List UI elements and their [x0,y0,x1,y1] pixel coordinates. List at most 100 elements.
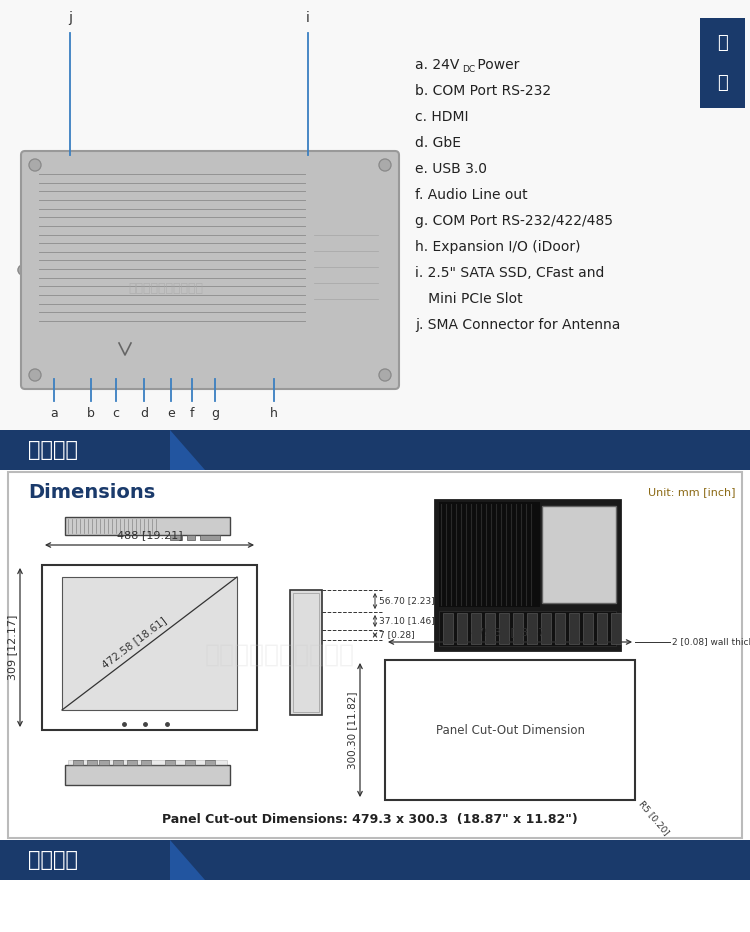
Bar [37,170,307,325]
Text: Mini PCIe Slot: Mini PCIe Slot [415,292,523,306]
Text: 背: 背 [717,34,728,52]
Text: c: c [112,407,119,420]
Text: 产品参数: 产品参数 [28,440,78,460]
Text: b: b [87,407,95,420]
Bar [471,613,481,644]
Circle shape [29,159,41,171]
Text: 产品配置: 产品配置 [28,850,78,870]
Bar [187,355,197,369]
Text: d: d [140,407,148,420]
Text: i. 2.5" SATA SSD, CFast and: i. 2.5" SATA SSD, CFast and [415,266,604,280]
Bar [443,613,453,644]
Bar [73,760,83,765]
Bar [165,760,175,765]
Text: e. USB 3.0: e. USB 3.0 [415,162,487,176]
Text: j: j [68,11,72,25]
Bar [207,344,223,369]
Bar [205,760,215,765]
Text: R5 [0.20]: R5 [0.20] [637,799,670,837]
Bar [62,577,237,710]
Text: Power: Power [473,58,519,72]
Bar [611,613,621,644]
Text: i: i [306,11,310,25]
Text: 488 [19.21]: 488 [19.21] [117,530,182,540]
Text: e: e [167,407,175,420]
Bar [310,220,382,320]
Text: Dimensions: Dimensions [28,483,155,501]
Text: Panel Cut-Out Dimension: Panel Cut-Out Dimension [436,723,584,736]
Text: g. COM Port RS-232/422/485: g. COM Port RS-232/422/485 [415,214,613,228]
Bar [527,613,537,644]
Bar [485,613,495,644]
Text: 面: 面 [717,74,728,91]
Bar [597,613,607,644]
Polygon shape [170,840,205,880]
Text: f. Audio Line out: f. Audio Line out [415,188,528,202]
Bar [385,660,635,800]
Bar [0,430,750,470]
Text: 472.58 [18.61]: 472.58 [18.61] [100,615,169,670]
Circle shape [379,159,391,171]
Text: 479.30 [18.87]: 479.30 [18.87] [471,627,549,637]
Bar [33,327,387,375]
Bar [187,535,195,540]
Text: 309 [12.17]: 309 [12.17] [7,615,17,680]
Text: d. GbE: d. GbE [415,136,461,150]
Bar [314,298,378,316]
Bar [8,472,742,838]
Bar [583,613,593,644]
Bar [0,0,750,430]
FancyBboxPatch shape [21,151,399,389]
Text: a: a [50,407,58,420]
Bar [185,760,195,765]
Bar [435,500,620,650]
Bar [163,353,179,369]
Bar [513,613,523,644]
Bar [541,613,551,644]
Bar [499,613,509,644]
Text: b. COM Port RS-232: b. COM Port RS-232 [415,84,551,98]
Bar [141,760,151,765]
Bar [107,351,123,369]
Bar [439,502,540,607]
Bar [127,760,137,765]
Text: 37.10 [1.46]: 37.10 [1.46] [379,616,435,625]
Bar [293,593,319,712]
Text: h. Expansion I/O (iDoor): h. Expansion I/O (iDoor) [415,240,580,254]
Text: 深圳硕远科技有限公司: 深圳硕远科技有限公司 [128,281,203,295]
Text: a. 24V: a. 24V [415,58,459,72]
Bar [87,760,97,765]
Text: 56.70 [2.23]: 56.70 [2.23] [379,596,435,606]
Bar [555,613,565,644]
Text: 深圳硕远科技有限公司: 深圳硕远科技有限公司 [205,643,355,667]
Bar [265,341,281,369]
Bar [457,613,467,644]
Bar [47,339,61,369]
Polygon shape [170,430,205,470]
Text: j. SMA Connector for Antenna: j. SMA Connector for Antenna [415,318,620,332]
Bar [42,565,257,730]
Circle shape [29,369,41,381]
Text: 7 [0.28]: 7 [0.28] [379,631,415,639]
Bar [99,760,109,765]
Text: DC: DC [462,64,476,74]
Bar [113,760,123,765]
Bar [133,347,155,369]
Circle shape [18,265,28,275]
Bar [65,517,230,535]
Bar [0,840,750,880]
Text: g: g [211,407,219,420]
Bar [68,760,227,765]
Text: Panel Cut-out Dimensions: 479.3 x 300.3  (18.87" x 11.82"): Panel Cut-out Dimensions: 479.3 x 300.3 … [162,814,578,827]
Bar [700,18,745,108]
Bar [83,344,99,369]
Bar [290,590,322,715]
Bar [65,765,230,785]
Bar [200,535,220,540]
Text: c. HDMI: c. HDMI [415,110,469,124]
Circle shape [379,369,391,381]
Bar [542,506,616,603]
Text: 2 [0.08] wall thickness: 2 [0.08] wall thickness [672,637,750,647]
Text: h: h [270,407,278,420]
Bar [439,611,616,646]
